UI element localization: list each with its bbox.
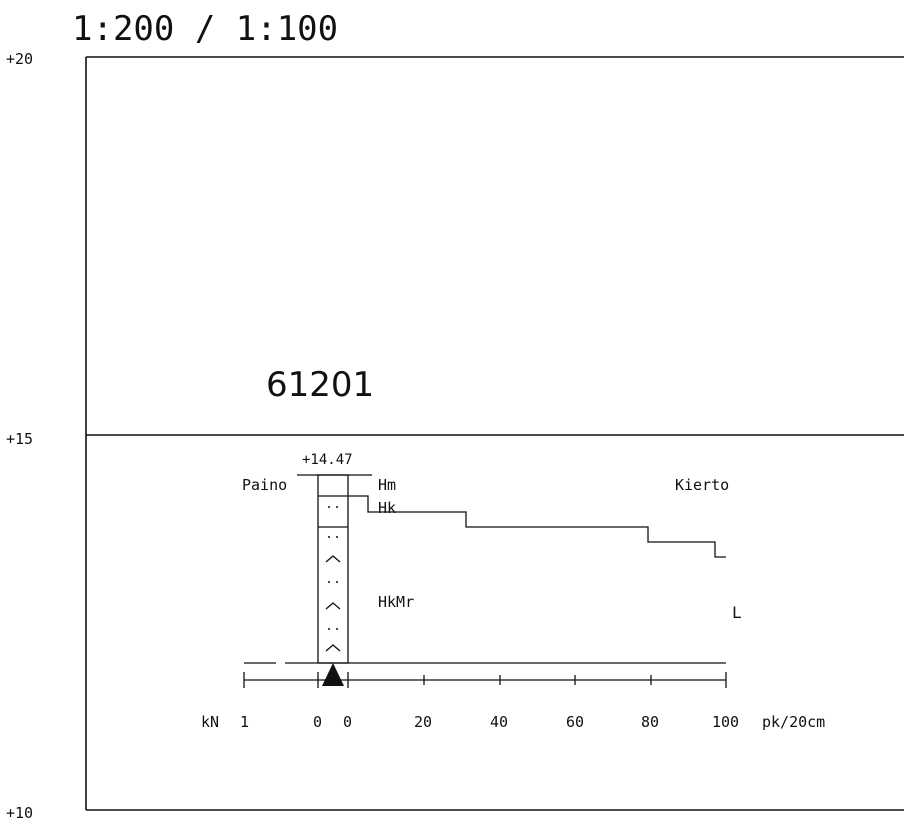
layer-label-hk: Hk bbox=[378, 499, 396, 517]
scale-axis bbox=[244, 672, 726, 688]
unit-label: pk/20cm bbox=[762, 713, 825, 731]
turn-tick-0: 0 bbox=[343, 713, 352, 731]
turn-tick-60: 60 bbox=[566, 713, 584, 731]
elevation-bottom-label: +10 bbox=[6, 804, 33, 822]
elevation-top-label: +20 bbox=[6, 50, 33, 68]
layer-label-hm: Hm bbox=[378, 476, 396, 494]
layer-label-hkmr: HkMr bbox=[378, 593, 414, 611]
soil-column bbox=[318, 475, 348, 663]
weight-tick-0: 0 bbox=[313, 713, 322, 731]
sand-pattern bbox=[328, 506, 338, 630]
paino-label: Paino bbox=[242, 476, 287, 494]
penetration-profile-line bbox=[348, 496, 726, 557]
turn-tick-40: 40 bbox=[490, 713, 508, 731]
clay-pattern bbox=[326, 556, 340, 651]
weight-tick-1: 1 bbox=[240, 713, 249, 731]
elevation-middle-label: +15 bbox=[6, 430, 33, 448]
ground-level-label: +14.47 bbox=[302, 452, 353, 468]
scale-label: 1:200 / 1:100 bbox=[72, 9, 338, 49]
turn-tick-100: 100 bbox=[712, 713, 739, 731]
stop-symbol: L bbox=[732, 603, 742, 622]
stop-marker-icon bbox=[322, 663, 344, 686]
kierto-label: Kierto bbox=[675, 476, 729, 494]
turn-tick-80: 80 bbox=[641, 713, 659, 731]
kn-label: kN bbox=[201, 713, 219, 731]
point-id: 61201 bbox=[266, 365, 374, 405]
turn-tick-20: 20 bbox=[414, 713, 432, 731]
